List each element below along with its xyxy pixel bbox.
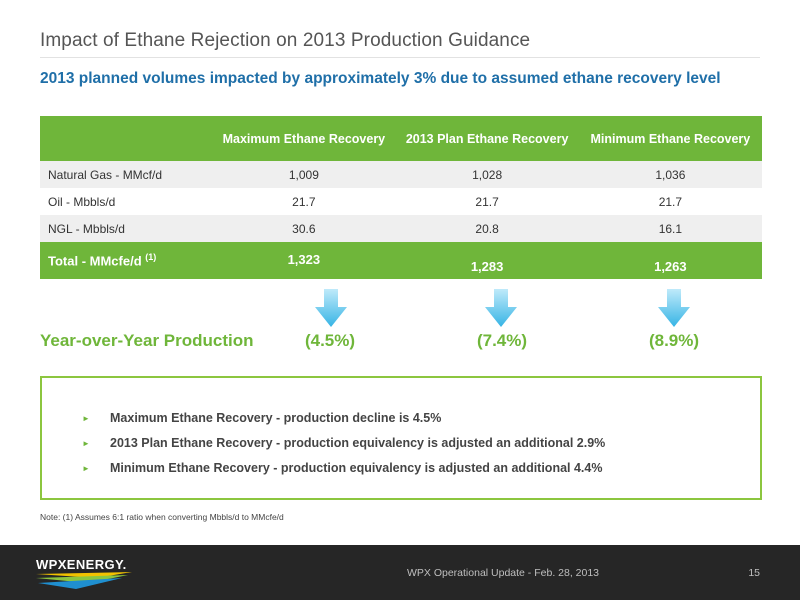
cell-value: 30.6: [212, 215, 396, 242]
yoy-value-plan: (7.4%): [476, 331, 528, 350]
down-arrow-icon: [485, 289, 517, 327]
footer-bar: WPXENERGY. WPX Operational Update - Feb.…: [0, 545, 800, 600]
row-label: Oil - Mbbls/d: [40, 188, 213, 215]
slide-subtitle: 2013 planned volumes impacted by approxi…: [40, 70, 721, 87]
total-label: Total - MMcfe/d (1): [40, 242, 213, 279]
cell-value: 21.7: [395, 188, 579, 215]
total-value: 1,263: [578, 242, 762, 279]
bullet-list: ► Maximum Ethane Recovery - production de…: [82, 408, 605, 483]
cell-value: 1,028: [395, 161, 579, 188]
header-plan-recovery: 2013 Plan Ethane Recovery: [395, 116, 579, 161]
company-logo: WPXENERGY.: [36, 557, 136, 591]
row-label: Natural Gas - MMcf/d: [40, 161, 213, 188]
cell-value: 16.1: [578, 215, 762, 242]
bullet-box: ► Maximum Ethane Recovery - production de…: [40, 376, 762, 500]
total-label-text: Total - MMcfe/d: [48, 253, 142, 269]
total-value: 1,323: [212, 242, 396, 279]
list-item: ► 2013 Plan Ethane Recovery - production …: [82, 433, 605, 458]
bullet-triangle-icon: ►: [82, 438, 90, 448]
cell-value: 1,036: [578, 161, 762, 188]
table-row: Natural Gas - MMcf/d 1,009 1,028 1,036: [40, 161, 762, 188]
down-arrow-icon: [658, 289, 690, 327]
row-label: NGL - Mbbls/d: [40, 215, 213, 242]
cell-value: 1,009: [212, 161, 396, 188]
yoy-production-label: Year-over-Year Production: [40, 331, 254, 350]
table-total-row: Total - MMcfe/d (1) 1,323 1,283 1,263: [40, 242, 762, 279]
logo-swoosh-icon: [36, 572, 132, 589]
slide-title: Impact of Ethane Rejection on 2013 Produ…: [40, 30, 531, 51]
cell-value: 21.7: [212, 188, 396, 215]
footnote-ref: (1): [145, 252, 157, 263]
header-max-recovery: Maximum Ethane Recovery: [212, 116, 396, 161]
down-arrow-icon: [315, 289, 347, 327]
yoy-value-max: (4.5%): [304, 331, 356, 350]
title-divider: [40, 57, 760, 58]
list-item: ► Minimum Ethane Recovery - production eq…: [82, 458, 605, 483]
yoy-value-min: (8.9%): [648, 331, 700, 350]
footnote: Note: (1) Assumes 6:1 ratio when convert…: [40, 512, 284, 522]
table-header-row: Maximum Ethane Recovery 2013 Plan Ethane…: [40, 116, 762, 161]
table-row: NGL - Mbbls/d 30.6 20.8 16.1: [40, 215, 762, 242]
footer-text: WPX Operational Update - Feb. 28, 2013: [407, 567, 600, 579]
logo-text: WPXENERGY.: [36, 557, 127, 572]
total-value: 1,283: [395, 242, 579, 279]
bullet-triangle-icon: ►: [82, 463, 90, 473]
bullet-triangle-icon: ►: [82, 413, 90, 423]
production-table: Maximum Ethane Recovery 2013 Plan Ethane…: [40, 116, 762, 279]
cell-value: 20.8: [395, 215, 579, 242]
list-item: ► Maximum Ethane Recovery - production de…: [82, 408, 605, 433]
bullet-text: Minimum Ethane Recovery - production equ…: [110, 461, 603, 475]
bullet-text: 2013 Plan Ethane Recovery - production e…: [110, 436, 606, 450]
table-row: Oil - Mbbls/d 21.7 21.7 21.7: [40, 188, 762, 215]
header-min-recovery: Minimum Ethane Recovery: [578, 116, 762, 161]
page-number: 15: [748, 567, 760, 579]
cell-value: 21.7: [578, 188, 762, 215]
bullet-text: Maximum Ethane Recovery - production dec…: [110, 411, 442, 425]
header-empty: [40, 116, 213, 161]
